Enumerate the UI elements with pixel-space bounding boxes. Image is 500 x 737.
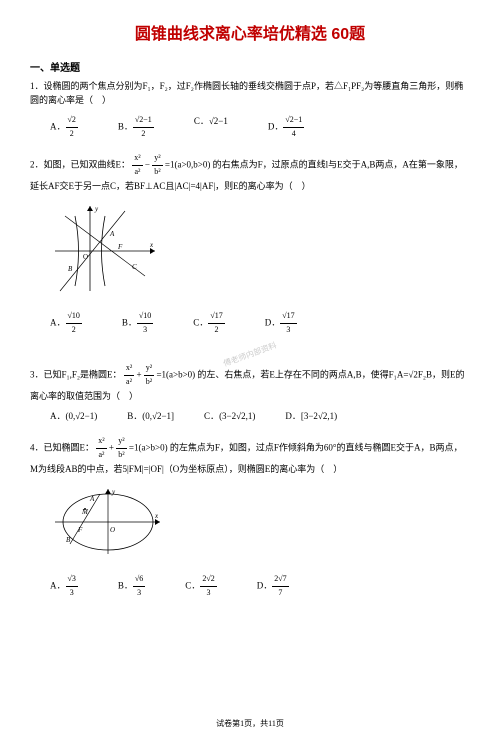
document-title: 圆锥曲线求离心率培优精选 60题 bbox=[30, 20, 470, 44]
option-d: D．√2−14 bbox=[268, 114, 304, 141]
svg-text:x: x bbox=[149, 241, 154, 249]
option-b: B．√103 bbox=[122, 310, 153, 337]
svg-text:B: B bbox=[68, 265, 73, 273]
option-c: C．√2−1 bbox=[194, 114, 228, 141]
option-d: D．2√77 bbox=[257, 573, 289, 600]
svg-text:A: A bbox=[89, 495, 95, 503]
options-row: A．√33 B．√63 C．2√23 D．2√77 bbox=[30, 573, 470, 600]
svg-text:x: x bbox=[154, 512, 159, 520]
svg-text:C: C bbox=[132, 263, 137, 271]
svg-text:y: y bbox=[111, 488, 116, 496]
section-header: 一、单选题 bbox=[30, 59, 470, 74]
svg-text:F: F bbox=[77, 526, 83, 534]
option-b: B．(0,√2−1] bbox=[127, 409, 174, 423]
question-2: 2．如图，已知双曲线E： x²a² − y²b² =1(a>0,b>0) 的右焦… bbox=[30, 152, 470, 337]
question-text: 3．已知F₁,F₂是椭圆E： x²a² + y²b² =1(a>b>0) 的左、… bbox=[30, 362, 470, 403]
options-row: A．√22 B．√2−12 C．√2−1 D．√2−14 bbox=[30, 114, 470, 141]
question-3: 3．已知F₁,F₂是椭圆E： x²a² + y²b² =1(a>b>0) 的左、… bbox=[30, 362, 470, 423]
svg-text:y: y bbox=[94, 205, 99, 213]
option-b: B．√2−12 bbox=[118, 114, 154, 141]
question-text: 2．如图，已知双曲线E： x²a² − y²b² =1(a>0,b>0) 的右焦… bbox=[30, 152, 470, 193]
option-c: C．√172 bbox=[193, 310, 224, 337]
options-row: A．√102 B．√103 C．√172 D．√173 bbox=[30, 310, 470, 337]
option-a: A．(0,√2−1) bbox=[50, 409, 97, 423]
svg-text:B: B bbox=[66, 536, 71, 544]
page-footer: 试卷第1页，共11页 bbox=[0, 718, 500, 729]
svg-text:A: A bbox=[109, 230, 115, 238]
option-d: D．[3−2√2,1) bbox=[285, 409, 337, 423]
ellipse-diagram: O F A M B x y bbox=[50, 484, 470, 565]
option-a: A．√102 bbox=[50, 310, 82, 337]
question-text: 1．设椭圆的两个焦点分别为F₁，F₂，过F₂作椭圆长轴的垂线交椭圆于点P，若△F… bbox=[30, 79, 470, 108]
option-a: A．√22 bbox=[50, 114, 78, 141]
svg-text:O: O bbox=[83, 253, 88, 261]
option-a: A．√33 bbox=[50, 573, 78, 600]
options-row: A．(0,√2−1) B．(0,√2−1] C．(3−2√2,1) D．[3−2… bbox=[30, 409, 470, 423]
option-c: C．2√23 bbox=[185, 573, 216, 600]
question-text: 4．已知椭圆E： x²a² + y²b² =1(a>b>0) 的左焦点为F，如图… bbox=[30, 435, 470, 476]
option-b: B．√63 bbox=[118, 573, 145, 600]
option-c: C．(3−2√2,1) bbox=[204, 409, 255, 423]
svg-text:O: O bbox=[110, 526, 115, 534]
svg-text:F: F bbox=[117, 243, 123, 251]
option-d: D．√173 bbox=[265, 310, 297, 337]
question-1: 1．设椭圆的两个焦点分别为F₁，F₂，过F₂作椭圆长轴的垂线交椭圆于点P，若△F… bbox=[30, 79, 470, 140]
question-4: 4．已知椭圆E： x²a² + y²b² =1(a>b>0) 的左焦点为F，如图… bbox=[30, 435, 470, 600]
hyperbola-diagram: O A F B C y x bbox=[50, 201, 470, 302]
